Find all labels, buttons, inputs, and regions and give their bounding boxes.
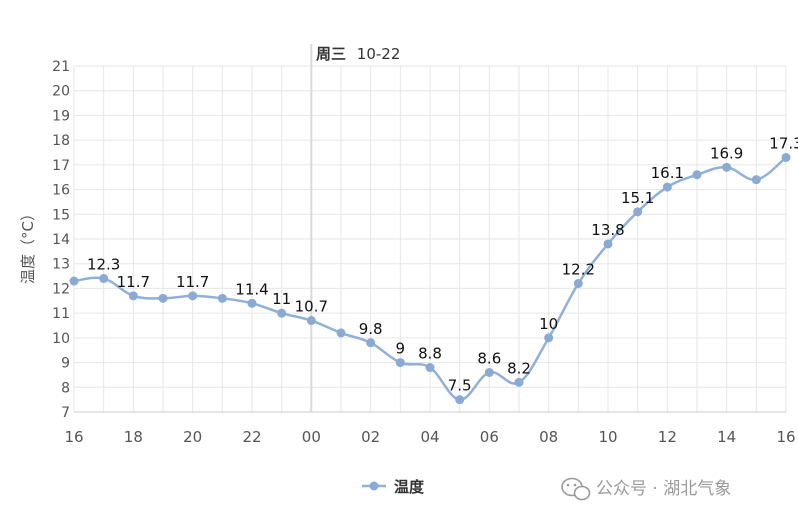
data-point[interactable] [544, 333, 554, 343]
y-tick-label: 7 [61, 405, 70, 421]
legend-label: 温度 [394, 478, 425, 496]
watermark-text: 公众号 · 湖北气象 [596, 479, 731, 499]
data-point[interactable] [484, 367, 494, 377]
data-label: 16.9 [710, 144, 743, 162]
x-axis-ticks: 16 18 20 22 00 02 04 06 08 10 12 14 16 [64, 428, 795, 446]
data-point[interactable] [573, 278, 583, 288]
y-tick-label: 10 [52, 331, 70, 347]
data-point[interactable] [188, 291, 198, 301]
x-tick-label: 18 [124, 428, 143, 446]
data-label: 11.4 [235, 280, 268, 298]
data-label: 13.8 [591, 221, 624, 239]
y-tick-label: 21 [52, 59, 70, 75]
data-point[interactable] [217, 293, 227, 303]
data-point[interactable] [158, 293, 168, 303]
y-tick-label: 19 [52, 108, 70, 124]
data-point[interactable] [692, 170, 702, 180]
data-label: 11 [272, 290, 291, 308]
watermark: 公众号 · 湖北气象 [561, 477, 731, 501]
x-tick-label: 04 [420, 428, 439, 446]
data-point[interactable] [514, 377, 524, 387]
data-point[interactable] [336, 328, 346, 338]
data-point[interactable] [247, 298, 257, 308]
y-tick-label: 14 [52, 232, 70, 248]
x-tick-label: 06 [480, 428, 499, 446]
data-label: 16.1 [651, 164, 684, 182]
data-labels: 12.311.7 11.7 11.411 10.79.89 8.87.58.68.210… [87, 134, 798, 394]
data-point[interactable] [366, 338, 376, 348]
x-tick-label: 10 [598, 428, 617, 446]
data-point[interactable] [99, 274, 109, 284]
data-label: 7.5 [448, 377, 472, 395]
data-point[interactable] [128, 291, 138, 301]
y-tick-label: 11 [52, 306, 70, 322]
y-tick-label: 13 [52, 257, 70, 273]
header-date: 10-22 [357, 45, 401, 63]
data-point[interactable] [306, 316, 316, 326]
y-tick-label: 15 [52, 207, 70, 223]
header-label: 周三 10-22 [316, 45, 400, 63]
data-label: 12.3 [87, 256, 120, 274]
y-tick-label: 9 [61, 356, 70, 372]
data-point[interactable] [395, 358, 405, 368]
data-label: 8.6 [477, 349, 501, 367]
data-point[interactable] [603, 239, 613, 249]
x-tick-label: 02 [361, 428, 380, 446]
data-label: 17.3 [769, 134, 798, 152]
x-tick-label: 20 [183, 428, 202, 446]
legend-point-icon [369, 481, 379, 491]
x-tick-label: 16 [776, 428, 795, 446]
data-label: 10 [539, 315, 558, 333]
y-tick-label: 12 [52, 281, 70, 297]
data-label: 8.8 [418, 345, 442, 363]
x-tick-label: 08 [539, 428, 558, 446]
legend[interactable]: 温度 [362, 478, 425, 496]
y-tick-label: 20 [52, 84, 70, 100]
y-tick-label: 16 [52, 183, 70, 199]
y-tick-label: 8 [61, 380, 70, 396]
data-label: 9 [396, 340, 406, 358]
data-points [69, 152, 791, 405]
data-point[interactable] [751, 175, 761, 185]
data-label: 11.7 [117, 273, 150, 291]
y-axis-ticks: 7 8 9 10 11 12 13 14 15 16 17 18 19 20 21 [52, 59, 70, 421]
header-day: 周三 [316, 45, 346, 63]
x-tick-label: 22 [242, 428, 261, 446]
data-label: 10.7 [295, 298, 328, 316]
data-point[interactable] [425, 363, 435, 373]
data-point[interactable] [633, 207, 643, 217]
y-axis-label: 温度（°C） [19, 206, 37, 284]
x-tick-label: 00 [302, 428, 321, 446]
x-tick-label: 12 [658, 428, 677, 446]
data-label: 8.2 [507, 359, 531, 377]
data-point[interactable] [277, 308, 287, 318]
data-label: 15.1 [621, 189, 654, 207]
data-point[interactable] [781, 152, 791, 162]
x-tick-label: 14 [717, 428, 736, 446]
y-tick-label: 17 [52, 158, 70, 174]
y-tick-label: 18 [52, 133, 70, 149]
data-point[interactable] [69, 276, 79, 286]
wechat-icon [561, 477, 591, 501]
data-point[interactable] [455, 395, 465, 405]
x-tick-label: 16 [64, 428, 83, 446]
data-label: 12.2 [562, 260, 595, 278]
data-label: 9.8 [359, 320, 383, 338]
data-point[interactable] [662, 182, 672, 192]
data-label: 11.7 [176, 273, 209, 291]
grid [73, 65, 787, 413]
data-point[interactable] [722, 162, 732, 172]
